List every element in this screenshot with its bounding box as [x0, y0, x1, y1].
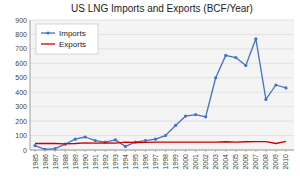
marker: [264, 98, 267, 101]
x-axis: [30, 150, 294, 151]
marker: [43, 148, 46, 150]
marker: [284, 86, 287, 89]
y-tick-label: 100: [15, 132, 27, 139]
x-tick-label: 1996: [142, 154, 149, 170]
x-tick-label: 1999: [172, 154, 179, 170]
plot-background: [30, 20, 294, 150]
x-tick-label: 1988: [62, 154, 69, 170]
grid-line: [30, 106, 294, 107]
x-tick-label: 1992: [102, 154, 109, 170]
marker: [53, 147, 56, 150]
marker: [94, 139, 97, 142]
grid-line: [30, 121, 294, 122]
grid-line: [30, 150, 294, 151]
x-tick-label: 2001: [192, 154, 199, 170]
marker: [194, 113, 197, 116]
legend-marker: [46, 31, 49, 34]
y-tick-label: 800: [15, 31, 27, 38]
marker: [74, 138, 77, 141]
x-tick-label: 1990: [82, 154, 89, 170]
grid-line: [30, 63, 294, 64]
x-tick-label: 2005: [232, 154, 239, 170]
legend-swatch: [41, 43, 55, 44]
marker: [114, 138, 117, 141]
marker: [214, 76, 217, 79]
marker: [274, 83, 277, 86]
marker: [124, 145, 127, 148]
grid-line: [30, 77, 294, 78]
marker: [164, 134, 167, 137]
marker: [254, 37, 257, 40]
y-tick-label: 0: [23, 147, 27, 154]
y-axis: [30, 20, 31, 150]
legend: Imports Exports: [36, 24, 98, 54]
chart: US LNG Imports and Exports (BCF/Year) 0 10…: [0, 0, 300, 184]
title: US LNG Imports and Exports (BCF/Year): [71, 3, 253, 14]
marker: [244, 64, 247, 67]
x-tick-label: 2006: [242, 154, 249, 170]
x-tick-label: 1987: [52, 154, 59, 170]
x-tick-label: 2009: [272, 154, 279, 170]
marker: [174, 124, 177, 127]
x-tick-label: 2004: [222, 154, 229, 170]
x-tick-label: 1991: [92, 154, 99, 170]
legend-box: [36, 24, 98, 54]
y-tick-label: 700: [15, 45, 27, 52]
grid-line: [30, 135, 294, 136]
x-tick-label: 1986: [42, 154, 49, 170]
grid-line: [30, 92, 294, 93]
x-tick-label: 1985: [32, 154, 39, 170]
marker: [204, 115, 207, 118]
x-tick-label: 2008: [262, 154, 269, 170]
marker: [154, 138, 157, 141]
x-tick-label: 2002: [202, 154, 209, 170]
marker: [33, 144, 36, 147]
line: [35, 39, 286, 150]
marker: [184, 114, 187, 117]
x-tick-label: 1994: [122, 154, 129, 170]
marker: [224, 54, 227, 57]
y-tick-label: 200: [15, 118, 27, 125]
x-tick-label: 2003: [212, 154, 219, 170]
x-tick-label: 2007: [252, 154, 259, 170]
grid-line: [30, 20, 294, 21]
line: [35, 141, 286, 143]
x-tick-label: 1993: [112, 154, 119, 170]
marker: [234, 56, 237, 59]
legend-label: Exports: [59, 40, 86, 49]
legend-label: Imports: [59, 29, 86, 38]
x-tick-label: 1998: [162, 154, 169, 170]
y-tick-label: 600: [15, 60, 27, 67]
marker: [84, 135, 87, 138]
x-tick-label: 2000: [182, 154, 189, 170]
y-tick-label: 300: [15, 103, 27, 110]
x-tick-label: 1989: [72, 154, 79, 170]
legend-swatch: [41, 32, 55, 33]
y-tick-label: 400: [15, 89, 27, 96]
y-tick-label: 900: [15, 17, 27, 24]
x-tick-label: 2010: [282, 154, 289, 170]
x-tick-label: 1995: [132, 154, 139, 170]
y-tick-label: 500: [15, 74, 27, 81]
x-tick-label: 1997: [152, 154, 159, 170]
